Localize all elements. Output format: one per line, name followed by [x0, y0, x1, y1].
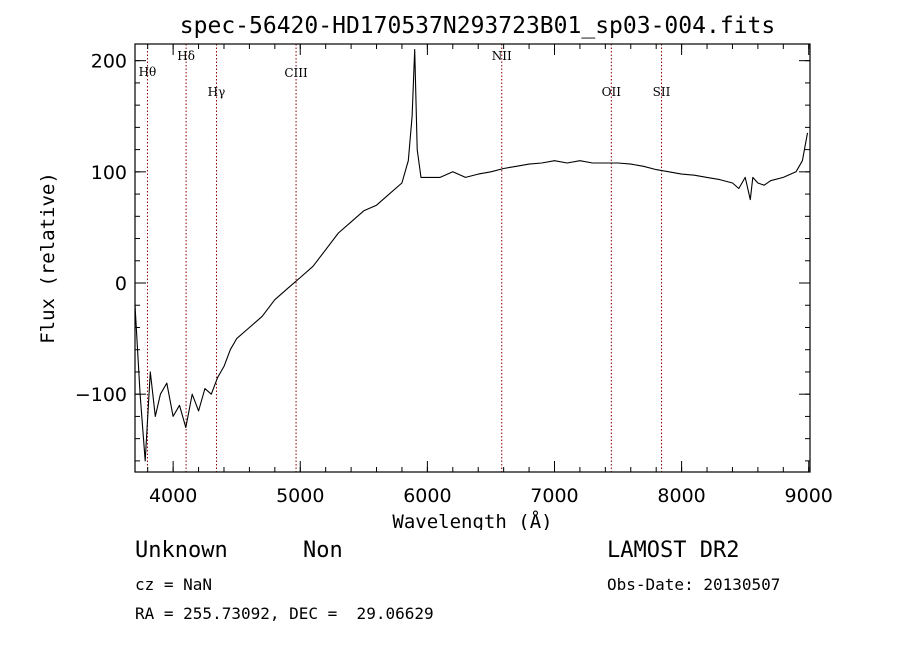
spectrum-chart: spec-56420-HD170537N293723B01_sp03-004.f…: [37, 13, 833, 530]
y-tick-label: 100: [91, 162, 127, 184]
line-marker-label: Hδ: [177, 49, 195, 63]
x-tick-label: 4000: [149, 485, 197, 507]
object-class: Unknown: [135, 538, 228, 563]
x-tick-label: 9000: [785, 485, 833, 507]
y-axis-label: Flux (relative): [37, 172, 59, 344]
x-tick-label: 5000: [276, 485, 324, 507]
y-tick-label: −100: [75, 384, 127, 406]
x-tick-label: 8000: [657, 485, 705, 507]
line-marker-label: Hθ: [139, 65, 157, 79]
object-subclass: Non: [303, 538, 343, 563]
line-marker-label: NII: [492, 49, 512, 63]
x-tick-label: 7000: [530, 485, 578, 507]
line-marker-label: SII: [653, 85, 671, 99]
spectrum-line: [134, 49, 809, 462]
chart-title: spec-56420-HD170537N293723B01_sp03-004.f…: [180, 13, 775, 39]
x-tick-label: 6000: [403, 485, 451, 507]
line-marker-label: OII: [602, 85, 622, 99]
survey-name: LAMOST DR2: [607, 538, 740, 563]
coordinates-readout: RA = 255.73092, DEC = 29.06629: [135, 604, 434, 623]
observation-date: Obs-Date: 20130507: [607, 575, 781, 594]
redshift-readout: cz = NaN: [135, 575, 213, 594]
y-tick-label: 0: [115, 273, 127, 295]
line-marker-label: Hγ: [208, 85, 226, 99]
plot-frame: [134, 43, 811, 473]
line-marker-label: CIII: [284, 66, 308, 80]
y-tick-label: 200: [91, 51, 127, 73]
x-axis-label: Wavelength (Å): [392, 510, 552, 530]
